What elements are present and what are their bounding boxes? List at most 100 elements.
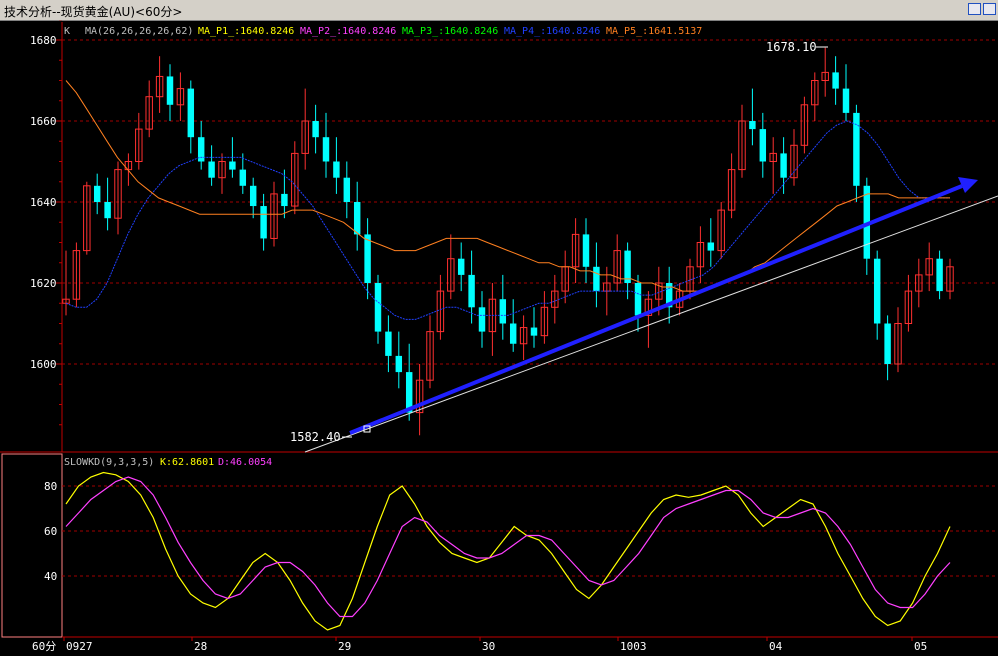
candle-body <box>936 258 943 292</box>
candle-body <box>260 206 267 239</box>
ma-line-map5 <box>65 80 950 292</box>
x-tick-label: 29 <box>338 640 351 653</box>
k-value-label: K:62.8601 <box>160 457 214 468</box>
x-tick-label: 04 <box>769 640 783 653</box>
x-axis-ticks: 0927 28 29 30 1003 04 05 <box>63 637 927 653</box>
moving-average-lines <box>65 80 950 320</box>
x-tick-label: 0927 <box>66 640 93 653</box>
x-tick-label: 28 <box>194 640 207 653</box>
candle-body <box>946 266 954 292</box>
candle-body <box>353 202 361 235</box>
y-tick-label: 1660 <box>30 115 57 128</box>
candle-body <box>863 185 871 259</box>
candle-body <box>415 379 424 414</box>
candle-body <box>873 258 881 324</box>
candle-body <box>644 298 653 316</box>
candle-body <box>270 193 278 239</box>
candle-body <box>312 121 319 138</box>
candle-body <box>468 274 475 308</box>
sub-indicator-label: SLOWKD(9,3,3,5) <box>64 457 154 468</box>
candle-body <box>124 161 133 171</box>
candle-body <box>749 121 756 130</box>
candle-body <box>925 258 933 276</box>
candle-body <box>218 161 226 179</box>
candle-body <box>811 80 819 106</box>
candle-body <box>197 137 205 162</box>
ma-legend-item: MA_P1_:1640.8246 <box>198 26 294 37</box>
restore-icon[interactable] <box>968 3 981 15</box>
candle-body <box>665 283 673 308</box>
kd-line-k <box>65 471 951 631</box>
x-tick-label: 1003 <box>620 640 647 653</box>
candle-body <box>582 234 590 267</box>
candle-body <box>385 331 392 356</box>
candle-body <box>83 185 91 252</box>
candle-body <box>436 290 445 333</box>
period-label: 60分 <box>32 640 56 653</box>
candle-body <box>166 76 174 105</box>
sub-axis-box <box>1 453 63 638</box>
candle-body <box>145 96 153 130</box>
kd-lines <box>65 471 951 631</box>
ma-params-label: MA(26,26,26,26,62) <box>85 26 193 37</box>
sub-y-ticks: 40 60 80 <box>44 480 57 583</box>
candle-body <box>624 250 631 283</box>
x-tick-label: 05 <box>914 640 927 653</box>
candle-body <box>176 88 185 106</box>
candle-body <box>915 274 923 292</box>
main-indicator-label: K <box>64 26 70 37</box>
candle-body <box>478 307 486 332</box>
chart-canvas[interactable]: 1678.10 1582.40 K MA(26,26,26,26,62) MA_… <box>0 20 998 656</box>
candle-body <box>447 258 455 292</box>
y-tick-label: 1620 <box>30 277 57 290</box>
candle-body <box>519 327 528 345</box>
sub-y-tick-label: 40 <box>44 570 57 583</box>
candle-body <box>769 152 777 162</box>
candle-body <box>551 290 559 308</box>
candle-body <box>593 266 600 292</box>
candle-body <box>603 282 611 292</box>
candle-body <box>249 185 257 207</box>
candle-body <box>717 209 725 252</box>
candle-body <box>509 323 517 344</box>
low-label: 1582.40 <box>290 430 341 444</box>
y-tick-label: 1640 <box>30 196 57 209</box>
candle-body <box>894 323 902 365</box>
candle-body <box>655 282 663 300</box>
candle-body <box>395 355 403 373</box>
sub-y-tick-label: 60 <box>44 525 57 538</box>
main-y-ticks: 1600 1620 1640 1660 1680 <box>30 20 62 426</box>
candle-body <box>104 202 111 219</box>
d-value-label: D:46.0054 <box>218 457 272 468</box>
high-label: 1678.10 <box>766 40 817 54</box>
candle-body <box>208 161 215 178</box>
trendline-white[interactable] <box>304 195 998 453</box>
candle-body <box>135 128 143 163</box>
candle-body <box>114 169 122 219</box>
candle-body <box>800 104 809 146</box>
ma-legend-item: MA_P2_:1640.8246 <box>300 26 396 37</box>
candle-body <box>72 250 81 300</box>
candle-body <box>821 71 829 82</box>
candle-body <box>374 283 382 332</box>
trend-arrow-head <box>958 177 978 193</box>
candle-body <box>229 161 236 170</box>
ma-line-map4 <box>65 120 950 320</box>
maximize-icon[interactable] <box>983 3 996 15</box>
candle-body <box>613 250 621 284</box>
candle-body <box>93 185 101 202</box>
window-title: 技术分析--现货黄金(AU)<60分> <box>4 5 183 19</box>
trend-arrow-line[interactable] <box>349 184 963 435</box>
kd-line-d <box>65 476 951 618</box>
candle-body <box>155 75 164 98</box>
candle-body <box>343 177 351 202</box>
candle-body <box>738 120 746 171</box>
candle-body <box>530 327 538 336</box>
candle-body <box>727 169 736 211</box>
ma-legend-item: MA_P5_:1641.5137 <box>606 26 702 37</box>
candle-body <box>322 137 330 162</box>
candle-body <box>540 306 549 337</box>
candle-body <box>499 299 507 324</box>
candle-body <box>853 112 860 186</box>
candle-body <box>62 298 70 304</box>
